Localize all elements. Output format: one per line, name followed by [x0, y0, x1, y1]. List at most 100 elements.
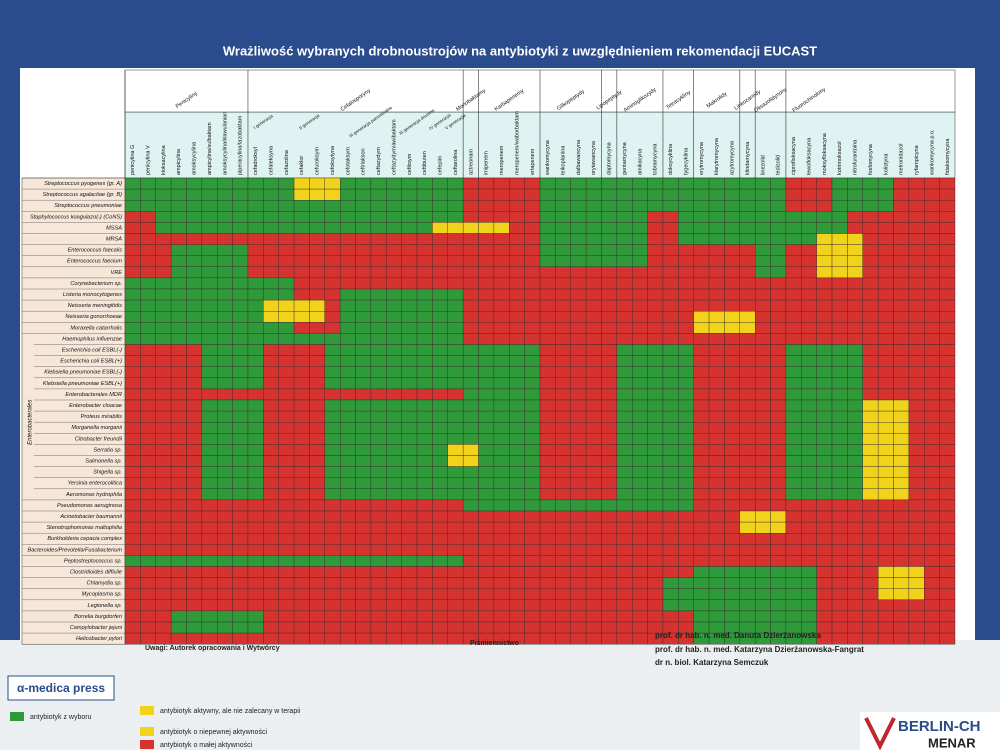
cell	[186, 177, 203, 190]
cell	[570, 555, 587, 567]
cell	[401, 377, 418, 390]
row-group-label: Enterobacterales	[28, 400, 34, 445]
cell	[585, 233, 602, 245]
cell	[509, 211, 525, 223]
cell	[632, 422, 648, 434]
cell	[170, 344, 187, 356]
cell	[816, 266, 833, 279]
row-label: Serratia sp.	[93, 447, 122, 453]
cell	[124, 188, 141, 201]
cell	[678, 588, 694, 601]
author: prof. dr hab. n. med. Danuta Dzierżanows…	[655, 631, 821, 640]
cell	[801, 322, 817, 334]
cell	[570, 621, 587, 634]
cell	[632, 533, 648, 545]
cell	[893, 566, 910, 578]
cell	[140, 322, 156, 334]
cell	[616, 255, 633, 267]
cell	[570, 499, 587, 512]
cell	[585, 299, 602, 312]
cell	[939, 388, 956, 401]
cell	[831, 344, 848, 356]
cell	[539, 488, 556, 501]
cell	[309, 366, 326, 379]
cell	[462, 433, 479, 445]
cell	[862, 466, 879, 478]
cell	[539, 388, 556, 401]
cell	[908, 632, 925, 645]
cell	[278, 599, 295, 612]
cell	[524, 233, 541, 245]
cell	[847, 533, 863, 545]
cell	[585, 344, 602, 356]
cell	[124, 222, 141, 234]
cell	[217, 566, 233, 578]
cell	[201, 299, 218, 312]
cell	[585, 544, 602, 556]
cell	[524, 199, 541, 212]
cell	[539, 466, 556, 478]
cell	[862, 410, 879, 423]
cell	[401, 322, 418, 334]
cell	[217, 344, 233, 356]
cell	[585, 277, 602, 290]
cell	[140, 233, 156, 245]
cell	[155, 333, 172, 345]
cell	[355, 555, 372, 567]
cell	[478, 599, 495, 612]
cell	[201, 366, 218, 379]
cell	[770, 333, 787, 345]
cell	[893, 288, 910, 301]
cell	[339, 177, 356, 190]
cell	[401, 311, 418, 323]
cell	[186, 399, 203, 412]
cell	[232, 599, 249, 612]
cell	[339, 344, 356, 356]
cell	[416, 311, 433, 323]
cell	[616, 599, 633, 612]
cell	[309, 488, 326, 501]
cell	[432, 477, 448, 490]
cell	[801, 477, 817, 490]
cell	[678, 399, 694, 412]
cell	[155, 366, 172, 379]
cell	[539, 299, 556, 312]
cell	[908, 244, 925, 256]
cell	[862, 311, 879, 323]
cell	[186, 422, 203, 434]
cell	[370, 188, 387, 201]
cell	[939, 377, 956, 390]
cell	[170, 366, 187, 379]
cell	[293, 477, 310, 490]
cell	[831, 244, 848, 256]
cell	[401, 621, 418, 634]
cell	[447, 266, 464, 279]
cell	[309, 222, 326, 234]
cell	[770, 410, 787, 423]
cell	[278, 222, 295, 234]
cell	[847, 499, 863, 512]
cell	[386, 277, 402, 290]
cell	[601, 388, 618, 401]
cell	[401, 577, 418, 589]
cell	[293, 566, 310, 578]
cell	[601, 533, 618, 545]
cell	[585, 466, 602, 478]
cell	[877, 455, 894, 467]
cell	[708, 299, 725, 312]
cell	[877, 399, 894, 412]
cell	[877, 255, 894, 267]
cell	[739, 399, 756, 412]
cell	[924, 555, 940, 567]
cell	[724, 199, 741, 212]
cell	[432, 255, 448, 267]
cell	[339, 510, 356, 523]
cell	[201, 288, 218, 301]
cell	[877, 533, 894, 545]
cell	[924, 188, 940, 201]
cell	[293, 521, 310, 534]
cell	[324, 499, 341, 512]
cell	[493, 444, 510, 456]
cell	[124, 577, 141, 589]
cell	[447, 333, 464, 345]
